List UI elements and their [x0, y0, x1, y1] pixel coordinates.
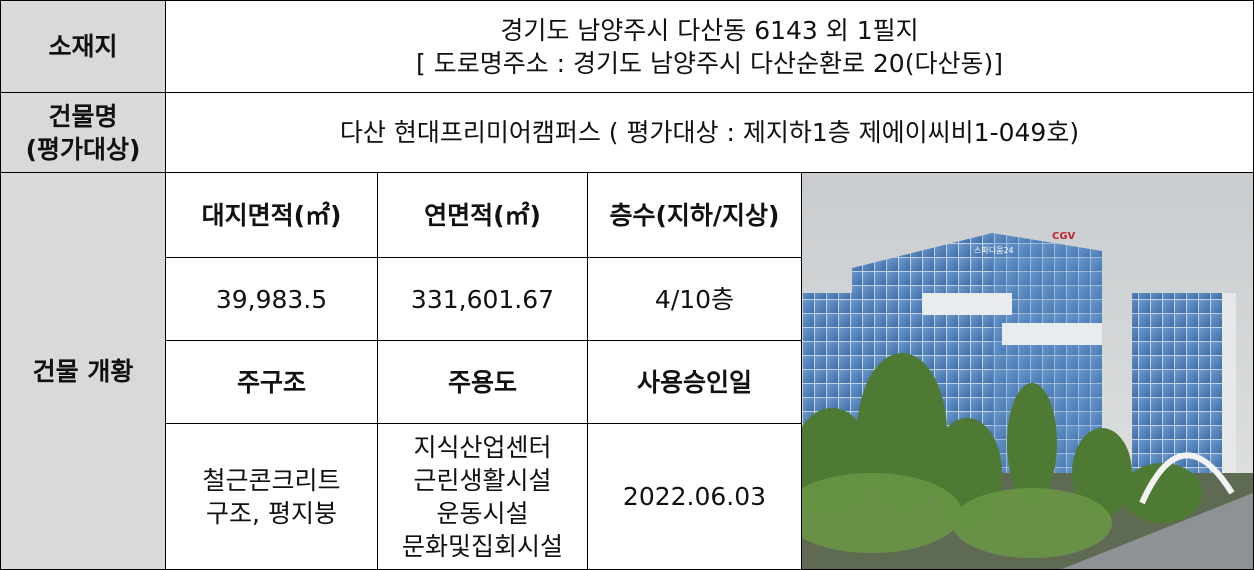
label: 소재지	[48, 30, 117, 63]
value: 문화및집회시설	[402, 530, 563, 563]
value: 운동시설	[436, 497, 528, 530]
sign: 스파디움24	[974, 246, 1014, 255]
value-cell: 철근콘크리트 구조, 평지붕	[166, 424, 378, 570]
value-cell: 331,601.67	[378, 258, 588, 341]
header-cell: 연면적(㎡)	[378, 173, 588, 258]
building-photo: 스파디움24 CGV	[802, 173, 1253, 569]
label: (평가대상)	[26, 133, 141, 166]
header: 주용도	[448, 366, 517, 399]
photo-cell: 스파디움24 CGV	[802, 173, 1254, 570]
label-cell: 건물 개황	[1, 173, 166, 570]
label-cell: 건물명 (평가대상)	[1, 93, 166, 173]
value-cell: 지식산업센터 근린생활시설 운동시설 문화및집회시설	[378, 424, 588, 570]
building-name: 다산 현대프리미어캠퍼스 ( 평가대상 : 제지하1층 제에이씨비1-049호)	[340, 116, 1079, 149]
label: 건물명	[48, 100, 117, 133]
address-line: 경기도 남양주시 다산동 6143 외 1필지	[500, 14, 918, 47]
value: 39,983.5	[216, 283, 327, 316]
value-cell: 다산 현대프리미어캠퍼스 ( 평가대상 : 제지하1층 제에이씨비1-049호)	[166, 93, 1254, 173]
label: 건물 개황	[33, 355, 134, 388]
value: 4/10층	[655, 283, 734, 316]
sign: CGV	[1052, 231, 1076, 242]
header-cell: 주구조	[166, 341, 378, 424]
header: 사용승인일	[637, 366, 752, 399]
header-cell: 주용도	[378, 341, 588, 424]
header-cell: 대지면적(㎡)	[166, 173, 378, 258]
header: 층수(지하/지상)	[610, 199, 780, 232]
header-cell: 층수(지하/지상)	[588, 173, 802, 258]
header: 주구조	[237, 366, 306, 399]
value: 구조, 평지붕	[206, 497, 337, 530]
value: 지식산업센터	[413, 431, 551, 464]
value: 331,601.67	[411, 283, 554, 316]
value-cell: 4/10층	[588, 258, 802, 341]
header-cell: 사용승인일	[588, 341, 802, 424]
property-table: 소재지 경기도 남양주시 다산동 6143 외 1필지 [ 도로명주소 : 경기…	[0, 0, 1254, 570]
header: 대지면적(㎡)	[202, 199, 342, 232]
value: 철근콘크리트	[202, 464, 340, 497]
address-line: [ 도로명주소 : 경기도 남양주시 다산순환로 20(다산동)]	[416, 47, 1003, 80]
value-cell: 39,983.5	[166, 258, 378, 341]
value-cell: 경기도 남양주시 다산동 6143 외 1필지 [ 도로명주소 : 경기도 남양…	[166, 1, 1254, 93]
value: 2022.06.03	[623, 480, 766, 513]
header: 연면적(㎡)	[424, 199, 541, 232]
value-cell: 2022.06.03	[588, 424, 802, 570]
label-cell: 소재지	[1, 1, 166, 93]
value: 근린생활시설	[413, 464, 551, 497]
